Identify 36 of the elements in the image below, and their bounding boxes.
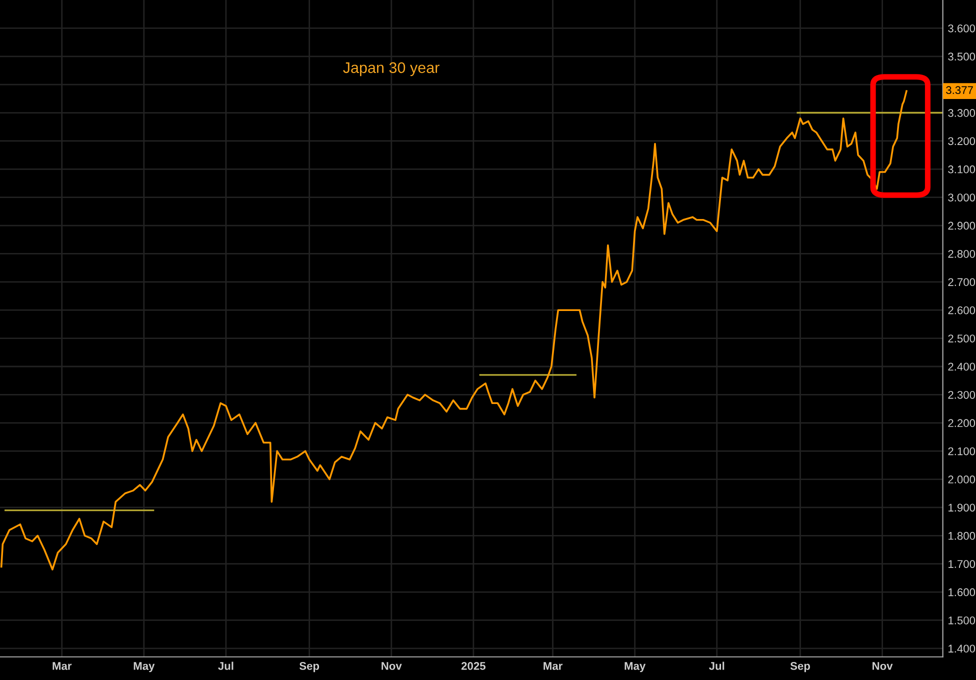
y-tick-label: 2.300: [948, 390, 976, 399]
x-tick-label: Mar: [544, 662, 562, 670]
x-tick-label: Jul: [218, 662, 234, 670]
x-tick-label: May: [624, 662, 646, 672]
x-tick-label: Sep: [299, 662, 320, 672]
x-tick-label: Nov: [382, 662, 402, 670]
y-tick-label: 1.900: [948, 504, 976, 512]
y-tick-label: 2.000: [948, 476, 976, 484]
y-tick-label: 2.600: [948, 306, 976, 314]
annotation: 3.377: [946, 86, 973, 94]
x-tick-label: 2025: [461, 662, 486, 670]
y-tick-label: 2.400: [948, 362, 976, 371]
x-tick-label: Mar: [52, 662, 72, 670]
y-tick-label: 3.200: [948, 137, 976, 146]
y-tick-label: 3.300: [948, 109, 976, 117]
y-tick-label: 2.500: [948, 334, 976, 342]
y-tick-label: 1.700: [948, 560, 976, 568]
y-tick-label: 3.600: [948, 24, 976, 32]
y-tick-label: 1.500: [948, 616, 976, 624]
y-tick-label: 1.400: [948, 644, 976, 653]
y-tick-label: 2.200: [948, 419, 976, 428]
x-tick-label: Jul: [709, 662, 724, 670]
y-tick-label: 1.600: [948, 588, 976, 596]
y-tick-label: 2.700: [948, 278, 976, 286]
line-series: [0, 90, 908, 570]
y-tick-label: 2.800: [948, 250, 976, 258]
x-tick-label: Sep: [790, 662, 810, 672]
y-tick-label: 1.800: [948, 532, 976, 540]
y-tick-label: 3.100: [948, 165, 976, 174]
text: Japan 30 year: [343, 62, 440, 76]
y-tick-label: 2.900: [948, 222, 976, 230]
x-tick-label: Nov: [872, 662, 893, 670]
y-tick-label: 2.100: [948, 447, 976, 456]
y-tick-label: 3.000: [948, 194, 976, 202]
y-tick-label: 3.500: [948, 52, 976, 61]
x-tick-label: May: [134, 662, 155, 672]
